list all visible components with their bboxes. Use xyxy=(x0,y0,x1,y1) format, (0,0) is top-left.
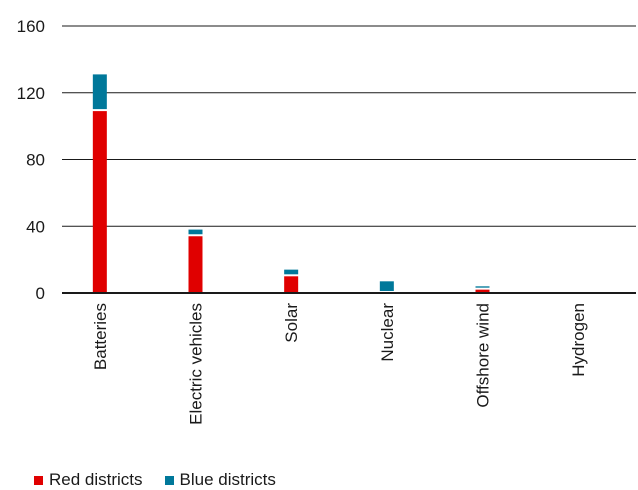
bar-red-solar xyxy=(284,276,299,293)
category-label: Offshore wind xyxy=(474,303,493,408)
legend-swatch-blue xyxy=(164,475,174,485)
bar-blue-electric-vehicles xyxy=(188,229,203,235)
bars xyxy=(92,74,490,293)
category-label: Nuclear xyxy=(378,303,397,362)
bar-blue-offshore-wind xyxy=(475,286,490,288)
category-label: Batteries xyxy=(91,303,110,370)
bar-red-offshore-wind xyxy=(475,289,490,293)
bar-blue-batteries xyxy=(92,74,107,110)
legend-item-blue: Blue districts xyxy=(164,470,276,490)
y-axis-tick-labels: 0 40 80 120 160 xyxy=(17,17,45,303)
bar-blue-nuclear xyxy=(379,281,394,291)
bar-red-electric-vehicles xyxy=(188,236,203,293)
legend-swatch-red xyxy=(34,475,43,485)
bar-blue-solar xyxy=(284,269,299,275)
y-tick-label: 80 xyxy=(26,151,45,170)
category-label: Solar xyxy=(282,303,301,343)
legend-label-blue: Blue districts xyxy=(179,470,276,489)
legend-item-red: Red districts xyxy=(34,470,143,490)
category-labels: Batteries Electric vehicles Solar Nuclear Of… xyxy=(91,303,588,425)
category-label: Electric vehicles xyxy=(187,303,206,425)
legend: Red districts Blue districts xyxy=(34,470,276,490)
bar-red-batteries xyxy=(92,111,107,293)
y-tick-label: 160 xyxy=(17,17,45,36)
legend-label-red: Red districts xyxy=(49,470,143,489)
gridlines xyxy=(62,25,636,227)
y-tick-label: 40 xyxy=(26,217,45,236)
category-label: Hydrogen xyxy=(569,303,588,377)
y-tick-label: 120 xyxy=(17,84,45,103)
y-tick-label: 0 xyxy=(36,284,45,303)
